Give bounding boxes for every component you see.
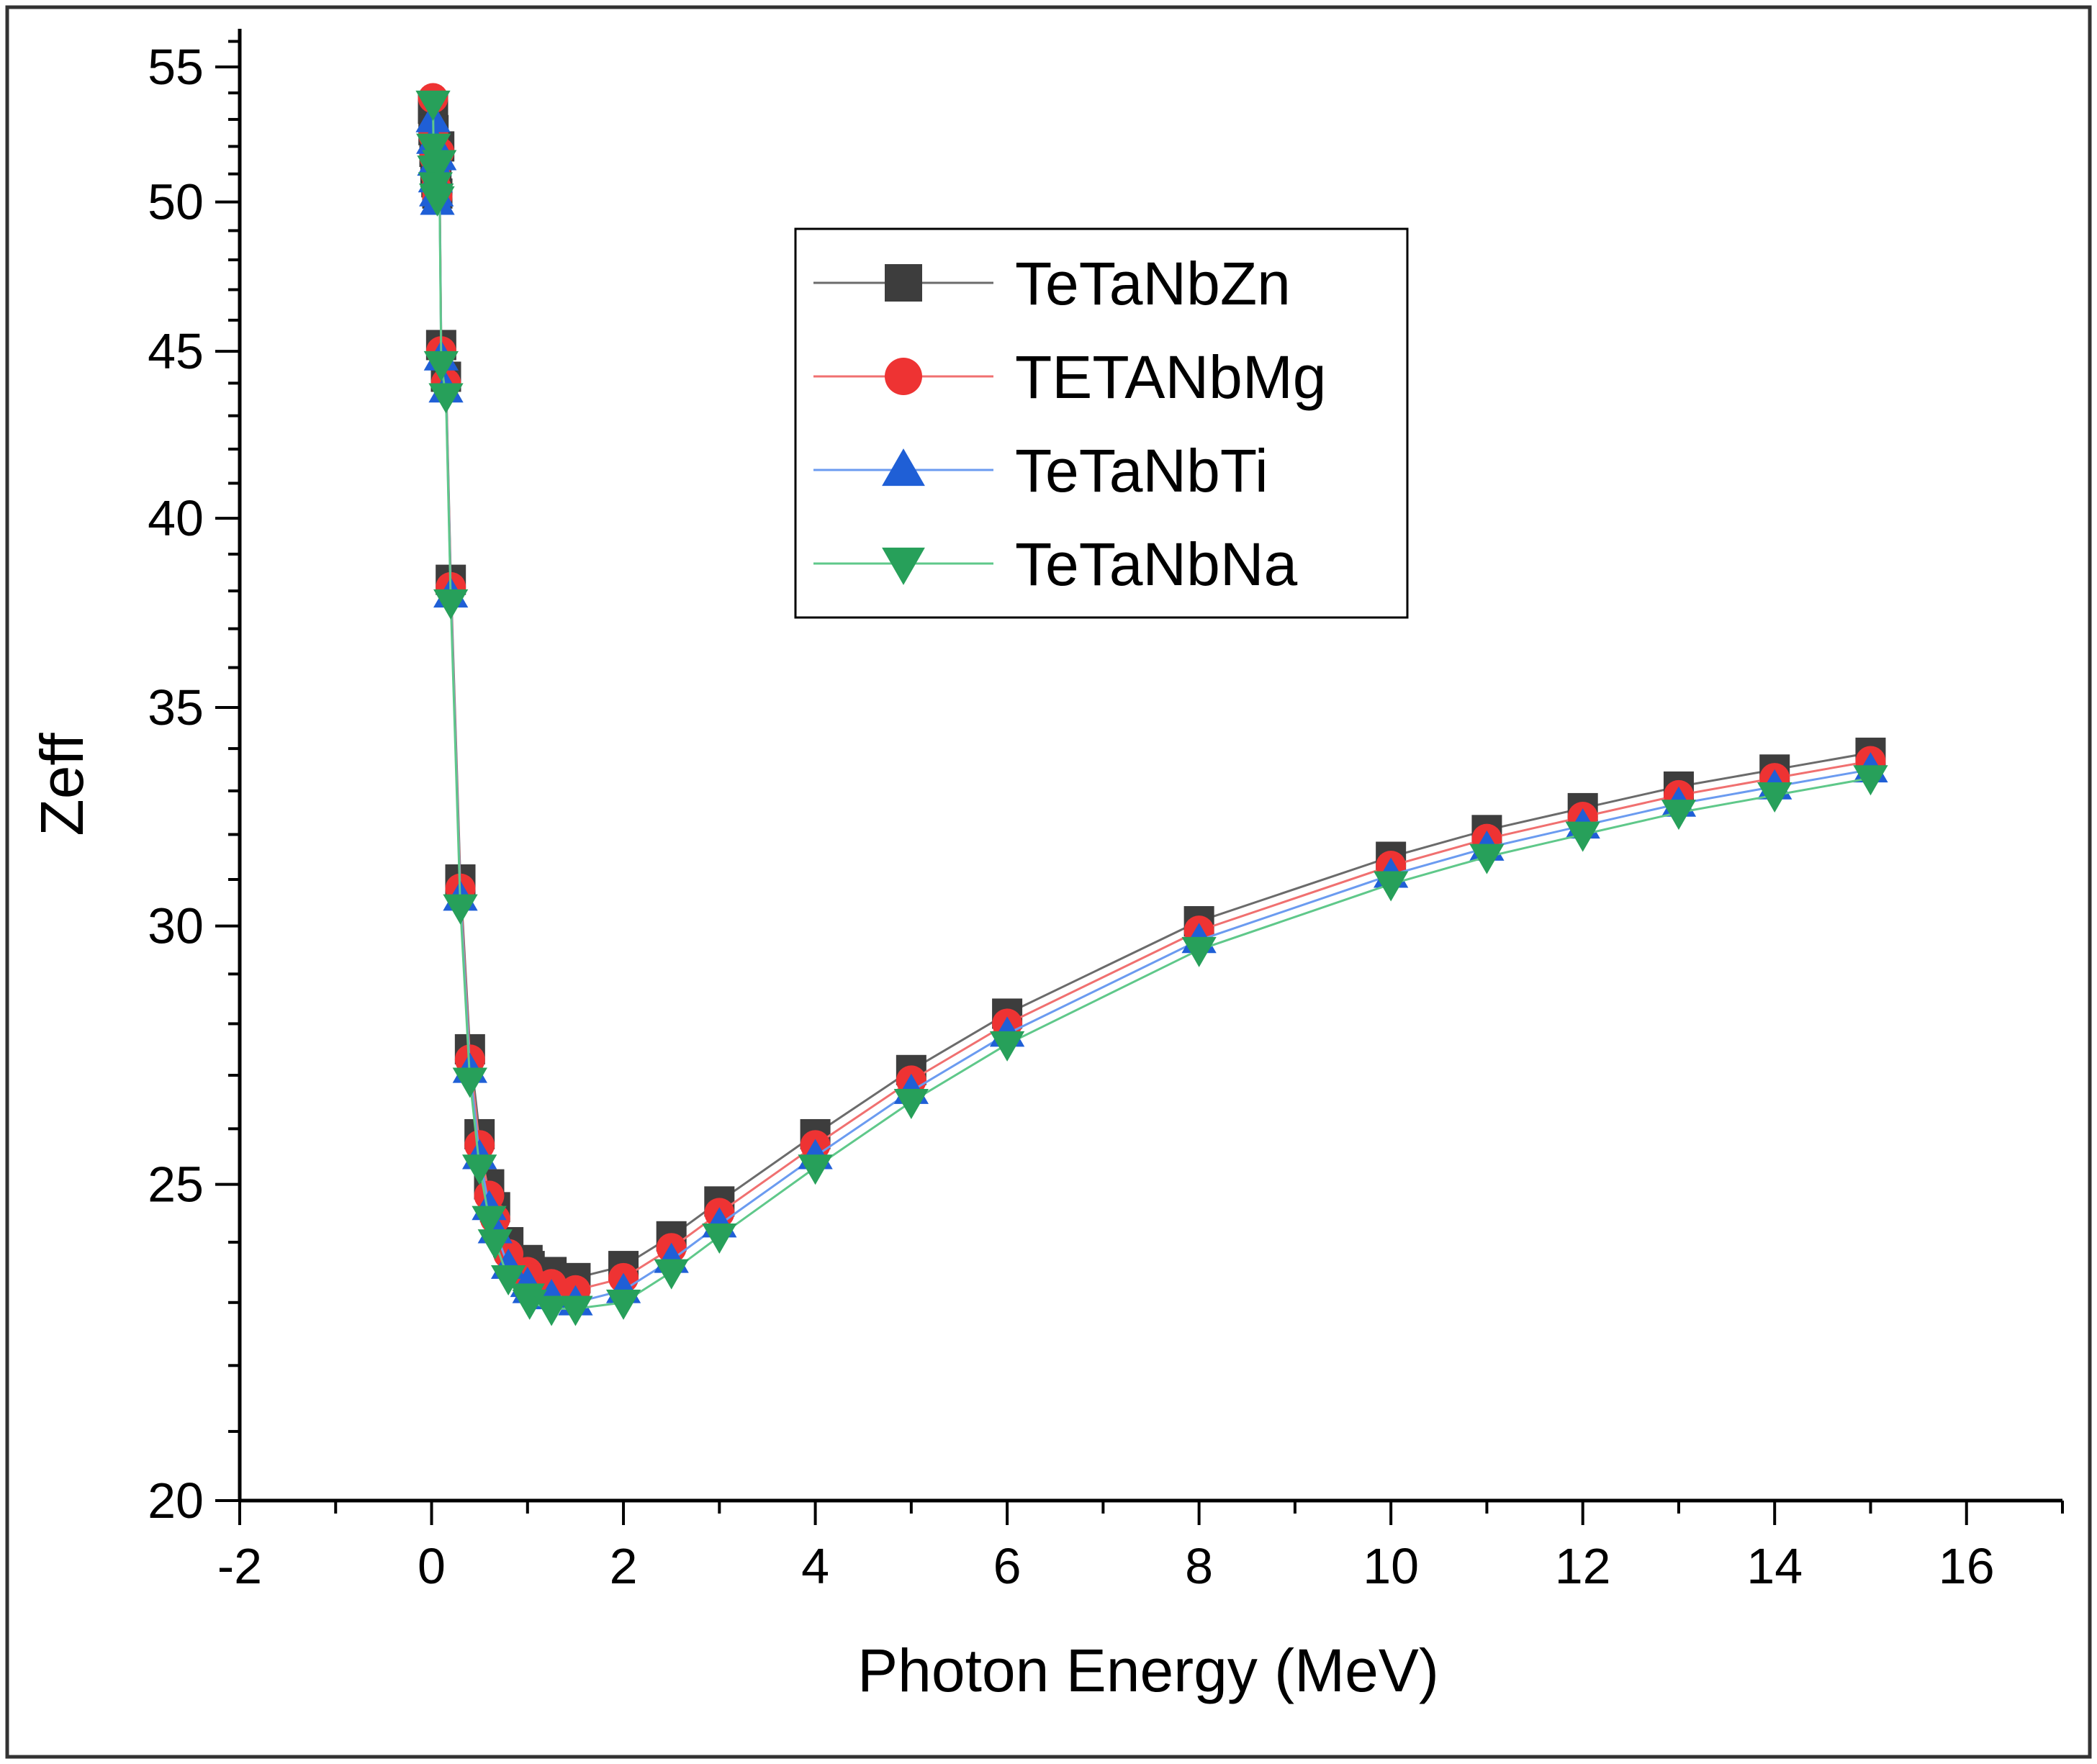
data-point xyxy=(428,383,464,414)
x-tick-label: 6 xyxy=(993,1538,1022,1594)
data-point xyxy=(798,1154,833,1185)
y-tick-label: 20 xyxy=(148,1473,204,1529)
data-point xyxy=(443,894,478,925)
legend-marker xyxy=(885,264,922,302)
x-tick-label: 14 xyxy=(1746,1538,1803,1594)
y-tick-label: 55 xyxy=(148,39,204,95)
data-point xyxy=(1853,765,1888,796)
x-axis-title: Photon Energy (MeV) xyxy=(857,1637,1439,1704)
data-point xyxy=(558,1295,593,1326)
data-point xyxy=(989,1031,1025,1062)
legend-marker xyxy=(885,358,922,395)
data-point xyxy=(654,1259,689,1290)
y-tick-label: 50 xyxy=(148,174,204,230)
data-point xyxy=(462,1154,497,1185)
data-point xyxy=(1565,821,1600,852)
data-point xyxy=(416,133,451,164)
x-tick-label: 0 xyxy=(418,1538,446,1594)
data-point xyxy=(423,350,459,381)
data-point xyxy=(1469,843,1505,874)
data-point xyxy=(422,150,457,181)
y-tick-label: 45 xyxy=(148,323,204,379)
legend-label: TETANbMg xyxy=(1015,343,1327,411)
data-point xyxy=(1661,800,1697,831)
legend-marker xyxy=(882,547,925,585)
data-point xyxy=(452,1067,487,1098)
data-point xyxy=(490,1265,526,1295)
data-point xyxy=(1757,782,1792,813)
data-point xyxy=(702,1223,737,1254)
data-point xyxy=(477,1229,513,1260)
data-point xyxy=(472,1206,507,1236)
x-tick-label: 4 xyxy=(801,1538,829,1594)
data-point xyxy=(433,589,469,620)
x-tick-label: 16 xyxy=(1939,1538,1995,1594)
data-point xyxy=(1374,871,1409,902)
data-point xyxy=(415,90,451,121)
y-axis-title: Zeff xyxy=(28,733,96,836)
legend-marker xyxy=(882,448,925,487)
x-tick-label: 12 xyxy=(1555,1538,1611,1594)
legend: TeTaNbZn TETANbMg TeTaNbTi TeTaNbNa xyxy=(794,227,1409,619)
series-layer xyxy=(415,83,1888,1326)
data-point xyxy=(893,1089,929,1120)
legend-label: TeTaNbTi xyxy=(1015,437,1268,505)
y-tick-label: 30 xyxy=(148,898,204,954)
y-tick-label: 25 xyxy=(148,1157,204,1213)
x-tick-label: 2 xyxy=(610,1538,638,1594)
legend-label: TeTaNbNa xyxy=(1015,530,1297,598)
y-tick-label: 35 xyxy=(148,679,204,736)
x-tick-label: 10 xyxy=(1363,1538,1419,1594)
legend-label: TeTaNbZn xyxy=(1015,250,1291,317)
data-point xyxy=(420,186,455,217)
data-point xyxy=(1181,936,1217,967)
x-tick-label: -2 xyxy=(217,1538,262,1594)
data-point xyxy=(533,1295,569,1326)
x-tick-label: 8 xyxy=(1185,1538,1213,1594)
series-TeTaNbNa xyxy=(415,90,1888,1326)
axes: -2 0 2 4 6 8 10 12 14 16 20 25 30 35 40 45 50 55 xyxy=(148,29,2064,1594)
data-point xyxy=(605,1289,641,1320)
y-tick-label: 40 xyxy=(148,490,204,546)
